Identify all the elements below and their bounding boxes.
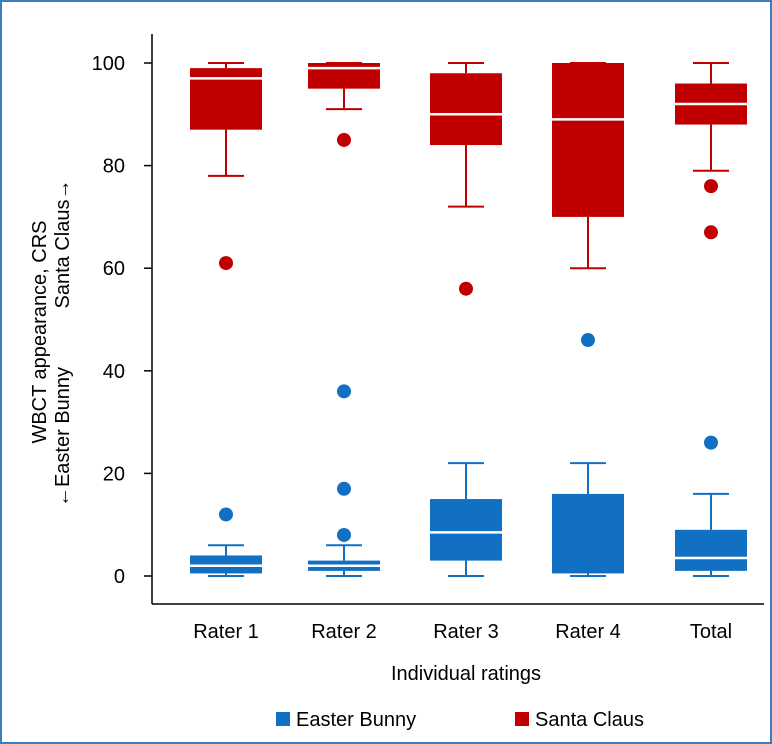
- box-easter-bunny-4: [552, 333, 624, 577]
- iqr-box: [675, 529, 747, 571]
- x-tick-label: Rater 1: [193, 621, 259, 643]
- outlier-point: [337, 527, 351, 542]
- iqr-box: [308, 63, 380, 89]
- y-tick-label: 40: [103, 361, 125, 383]
- y-axis-title-line-1: WBCT appearance, CRS: [29, 220, 51, 443]
- outlier-point: [704, 179, 718, 194]
- box-easter-bunny-1: [190, 507, 262, 577]
- box-santa-claus-5: [675, 62, 747, 240]
- box-santa-claus-2: [308, 62, 380, 147]
- box-santa-claus-1: [190, 62, 262, 271]
- legend-swatch-easter-bunny: [276, 712, 290, 726]
- y-tick-label: 100: [92, 53, 125, 75]
- y-axis-title: WBCT appearance, CRS: [29, 220, 51, 443]
- legend: Easter Bunny Santa Claus: [276, 709, 644, 731]
- x-tick-label: Rater 2: [311, 621, 377, 643]
- x-axis-title: Individual ratings: [391, 663, 541, 685]
- y-axis-subtitle: ←Easter Bunny Santa Claus→: [52, 180, 74, 508]
- box-easter-bunny-3: [430, 462, 502, 577]
- outlier-point: [459, 281, 473, 296]
- x-tick-label: Rater 4: [555, 621, 621, 643]
- box-easter-bunny-5: [675, 435, 747, 577]
- iqr-box: [190, 555, 262, 574]
- outlier-point: [704, 225, 718, 240]
- box-easter-bunny-2: [308, 384, 380, 577]
- box-santa-claus-4: [552, 62, 624, 270]
- y-ticks: 0 20 40 60 80 100: [92, 53, 152, 588]
- outlier-point: [337, 132, 351, 147]
- y-tick-label: 80: [103, 156, 125, 178]
- iqr-box: [552, 63, 624, 217]
- y-tick-label: 20: [103, 463, 125, 485]
- boxes: [190, 62, 747, 577]
- y-tick-label: 60: [103, 258, 125, 280]
- x-ticks: Rater 1 Rater 2 Rater 3 Rater 4 Total: [193, 621, 732, 643]
- box-santa-claus-3: [430, 62, 502, 296]
- legend-label-easter-bunny: Easter Bunny: [296, 709, 416, 731]
- x-tick-label: Rater 3: [433, 621, 499, 643]
- y-axis-title-line-2: ←Easter Bunny: [52, 367, 74, 507]
- y-tick-label: 0: [114, 566, 125, 588]
- outlier-point: [219, 256, 233, 271]
- outlier-point: [337, 481, 351, 496]
- outlier-point: [219, 507, 233, 522]
- outlier-point: [337, 384, 351, 399]
- iqr-box: [552, 493, 624, 574]
- axes: [151, 34, 764, 605]
- iqr-box: [430, 73, 502, 146]
- outlier-point: [704, 435, 718, 450]
- legend-label-santa-claus: Santa Claus: [535, 709, 644, 731]
- outlier-point: [581, 333, 595, 348]
- iqr-box: [430, 499, 502, 561]
- legend-swatch-santa-claus: [515, 712, 529, 726]
- y-axis-title-line-3: Santa Claus→: [52, 180, 74, 309]
- x-tick-label: Total: [690, 621, 732, 643]
